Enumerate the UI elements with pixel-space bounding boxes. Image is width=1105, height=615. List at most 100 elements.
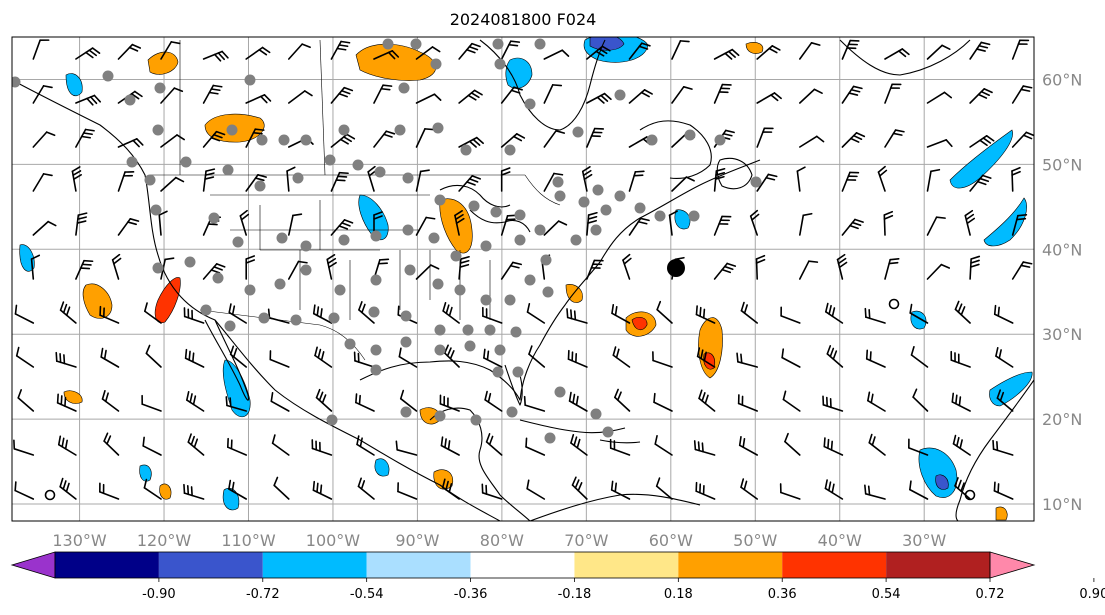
station-dot xyxy=(290,314,302,326)
wind-barb xyxy=(841,132,866,148)
station-dot xyxy=(494,58,506,70)
wind-barb xyxy=(482,306,503,324)
wind-barb xyxy=(99,482,120,500)
station-dot xyxy=(368,306,380,318)
wind-barb xyxy=(415,93,442,104)
station-dot xyxy=(300,264,312,276)
wind-barb xyxy=(586,45,611,60)
wind-barb xyxy=(111,253,122,280)
station-dot xyxy=(150,204,162,216)
wind-barb xyxy=(969,174,992,192)
wind-barb xyxy=(1011,39,1030,60)
wind-barb xyxy=(373,50,400,60)
station-dot xyxy=(430,58,442,70)
wind-barb xyxy=(523,395,546,412)
wind-barb xyxy=(330,171,349,192)
colorbar-tick-label: 0.90 xyxy=(1079,587,1105,602)
latitude-label: 60°N xyxy=(1042,70,1082,89)
station-dot xyxy=(402,172,414,184)
wind-barb xyxy=(695,305,716,324)
longitude-labels: 130°W 120°W 110°W 100°W 90°W 80°W 70°W 60°W 50°W… xyxy=(52,531,946,550)
wind-barb xyxy=(671,86,693,104)
wind-barb xyxy=(612,346,631,368)
wind-barb xyxy=(415,128,435,148)
wind-barb xyxy=(698,389,716,412)
station-dot xyxy=(154,82,166,94)
station-dot xyxy=(276,232,288,244)
wind-barb xyxy=(117,138,144,148)
station-dot xyxy=(510,326,522,338)
longitude-label: 80°W xyxy=(480,531,524,550)
wind-barb xyxy=(245,46,271,60)
colorbar-tick-label: -0.54 xyxy=(350,587,384,602)
wind-barb xyxy=(269,350,290,368)
station-dot xyxy=(534,224,546,236)
wind-barb xyxy=(32,85,53,104)
cool-anomaly-area xyxy=(505,57,533,89)
station-dot xyxy=(570,234,582,246)
colorbar-segment xyxy=(782,552,887,578)
station-dot xyxy=(614,89,626,101)
cool-anomaly-area xyxy=(989,371,1033,407)
wind-barb xyxy=(141,394,162,412)
wind-barb xyxy=(481,483,503,500)
wind-barb xyxy=(969,88,993,104)
cool-anomaly-area xyxy=(949,129,1013,189)
wind-barb xyxy=(267,308,290,324)
wind-barb xyxy=(373,130,396,148)
station-markers xyxy=(12,38,762,444)
highlight-station-dot xyxy=(667,259,685,277)
station-dot xyxy=(12,76,21,88)
station-dot xyxy=(434,410,446,422)
colorbar-segment xyxy=(55,552,159,578)
wind-barb xyxy=(736,352,759,368)
warm-anomaly-area xyxy=(159,483,172,500)
wind-barb xyxy=(695,481,716,500)
wind-barb xyxy=(312,480,333,500)
station-dot xyxy=(494,344,506,356)
station-dot xyxy=(232,236,244,248)
station-dot xyxy=(654,210,666,222)
wind-barb xyxy=(356,435,375,456)
cool-anomaly-area xyxy=(983,197,1027,247)
wind-barb xyxy=(798,212,813,236)
wind-barb xyxy=(330,40,351,60)
wind-barb xyxy=(614,388,631,412)
latitude-label: 20°N xyxy=(1042,410,1082,429)
wind-barb xyxy=(755,254,766,280)
wind-barb xyxy=(458,42,481,60)
station-dot xyxy=(490,206,502,218)
wind-barb xyxy=(142,436,162,456)
wind-barb xyxy=(713,48,740,60)
latitude-labels: 60°N 50°N 40°N 30°N 20°N 10°N xyxy=(1042,70,1082,514)
wind-barb xyxy=(567,349,588,368)
longitude-label: 120°W xyxy=(137,531,192,550)
colorbar-segment xyxy=(262,552,367,578)
longitude-label: 30°W xyxy=(902,531,946,550)
wind-barb xyxy=(525,437,546,456)
station-dot xyxy=(410,38,422,50)
wind-barb xyxy=(75,212,88,236)
wind-barb xyxy=(756,92,782,104)
wind-barb xyxy=(183,483,205,500)
wind-barb xyxy=(738,436,759,456)
colorbar-segment xyxy=(886,552,990,578)
colorbar-tick-label: -0.36 xyxy=(454,587,488,602)
wind-barb xyxy=(458,89,483,104)
wind-barb xyxy=(586,259,604,280)
wind-barb xyxy=(528,345,546,368)
station-dot xyxy=(328,312,340,324)
wind-barb xyxy=(30,254,41,280)
station-dot xyxy=(394,124,406,136)
colorbar-segment xyxy=(470,552,575,578)
wind-barb xyxy=(993,304,1014,324)
colorbar-segment xyxy=(574,552,679,578)
wind-barb xyxy=(143,478,162,500)
colorbar-tick-label: -0.90 xyxy=(142,587,176,602)
wind-barb xyxy=(226,437,247,456)
wind-barb xyxy=(566,308,588,324)
wind-barb xyxy=(415,46,441,60)
wind-barb xyxy=(32,39,50,60)
wind-barb xyxy=(55,351,77,368)
station-dot xyxy=(374,166,386,178)
